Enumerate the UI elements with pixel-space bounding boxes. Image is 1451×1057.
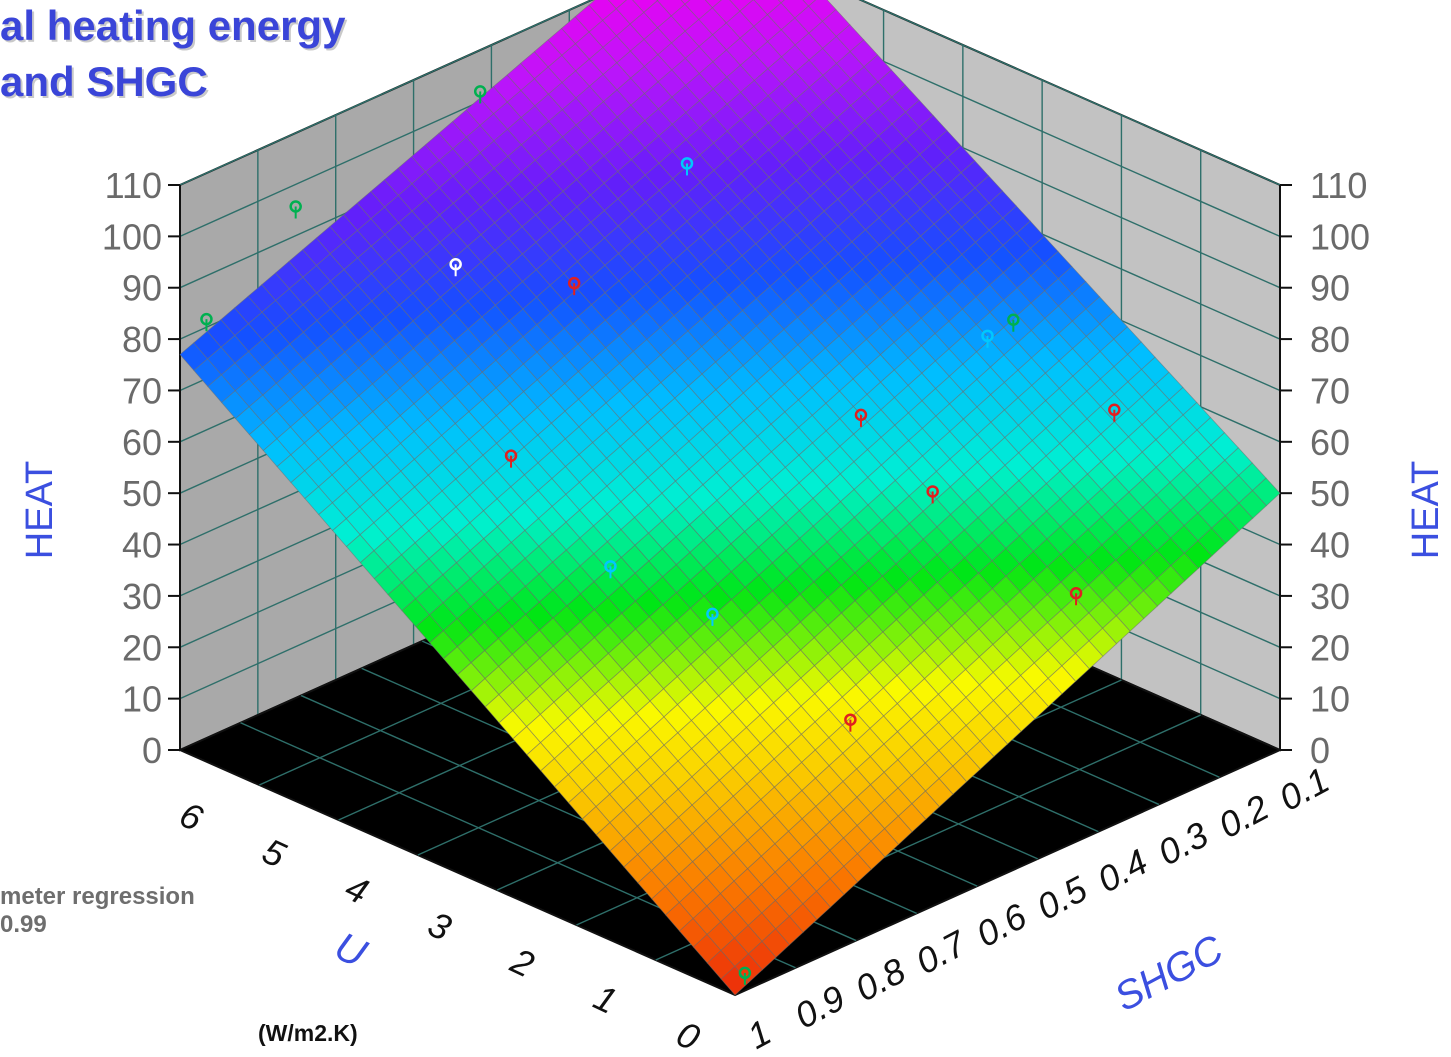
surface-cell xyxy=(704,0,723,9)
z-tick-label-left: 80 xyxy=(122,319,162,360)
z-tick-label-left: 40 xyxy=(122,525,162,566)
z-tick-label-right: 30 xyxy=(1310,576,1350,617)
surface-cell xyxy=(802,0,817,7)
shgc-tick-label: 0.4 xyxy=(1091,841,1154,901)
data-point xyxy=(200,312,213,326)
z-tick-label-right: 110 xyxy=(1310,165,1367,206)
title-line-1: al heating energy xyxy=(0,2,346,49)
u-tick-label: 5 xyxy=(256,830,292,876)
z-tick-label-right: 80 xyxy=(1310,319,1350,360)
surface-cell xyxy=(720,965,750,996)
z-tick-label-left: 60 xyxy=(122,422,162,463)
surface-cell xyxy=(680,0,691,5)
z-tick-label-left: 50 xyxy=(122,473,162,514)
z-tick-label-right: 100 xyxy=(1310,216,1370,257)
data-points xyxy=(200,85,1121,985)
z-tick-label-right: 60 xyxy=(1310,422,1350,463)
data-point xyxy=(738,966,752,980)
data-point xyxy=(289,200,302,213)
data-point xyxy=(473,85,487,98)
shgc-tick-label: 0.2 xyxy=(1212,786,1275,846)
shgc-axis-title: SHGC xyxy=(1108,926,1232,1020)
z-axis-title-right: HEAT xyxy=(1405,461,1447,560)
u-tick-label: 6 xyxy=(174,793,210,839)
z-tick-label-left: 20 xyxy=(122,627,162,668)
shgc-tick-label: 1 xyxy=(741,1011,778,1057)
u-tick-label: 2 xyxy=(504,939,540,985)
u-axis-title: U xyxy=(328,924,374,977)
shgc-tick-label: 0.3 xyxy=(1151,814,1214,874)
z-tick-label-right: 40 xyxy=(1310,525,1350,566)
z-tick-label-left: 0 xyxy=(142,730,162,771)
wall-hline xyxy=(179,0,1281,238)
data-point xyxy=(1069,586,1083,600)
u-tick-label: 4 xyxy=(339,867,374,913)
z-tick-label-right: 50 xyxy=(1310,473,1350,514)
data-point xyxy=(604,560,617,573)
z-tick-label-left: 70 xyxy=(122,370,162,411)
data-point xyxy=(844,713,857,726)
data-point xyxy=(449,257,462,271)
z-tick-label-right: 20 xyxy=(1310,627,1350,668)
z-axis-ticks: 0 0 10 10 20 20 30 30 40 40 50 50 60 60 70 70 80 80 90 90 10… xyxy=(102,165,1370,771)
data-point xyxy=(1108,403,1121,417)
shgc-tick-label: 0.8 xyxy=(849,950,912,1010)
z-tick-label-right: 0 xyxy=(1310,730,1330,771)
shgc-tick-label: 0.6 xyxy=(970,895,1034,955)
data-point xyxy=(680,157,694,170)
heat-surface xyxy=(179,0,1281,996)
data-point xyxy=(504,449,518,462)
surface-cell xyxy=(777,0,785,4)
z-tick-label-right: 10 xyxy=(1310,679,1350,720)
u-unit-label: (W/m2.K) xyxy=(258,1020,358,1046)
z-tick-label-left: 110 xyxy=(105,165,162,206)
data-point xyxy=(706,607,719,621)
z-tick-label-left: 90 xyxy=(122,268,162,309)
z-tick-label-left: 10 xyxy=(122,679,162,720)
note-line-2: 0.99 xyxy=(0,911,47,938)
z-tick-label-left: 100 xyxy=(102,216,162,257)
data-point xyxy=(567,276,581,290)
u-tick-label: 1 xyxy=(588,976,623,1022)
title-line-2: and SHGC xyxy=(0,58,208,105)
shgc-tick-label: 0.5 xyxy=(1030,868,1094,928)
z-tick-label-right: 70 xyxy=(1310,370,1350,411)
wall-hline xyxy=(179,0,1281,186)
data-point xyxy=(1007,313,1020,326)
z-tick-label-right: 90 xyxy=(1310,268,1350,309)
note-line-1: meter regression xyxy=(0,883,195,910)
u-tick-label: 3 xyxy=(422,903,457,949)
data-point xyxy=(981,329,994,343)
shgc-tick-label: 0.7 xyxy=(909,922,974,983)
shgc-tick-label: 0.9 xyxy=(788,977,851,1037)
z-tick-label-left: 30 xyxy=(122,576,162,617)
data-point xyxy=(854,408,868,422)
z-axis-title-left: HEAT xyxy=(19,461,61,560)
u-tick-label: 0 xyxy=(671,1013,706,1057)
data-point xyxy=(926,485,939,498)
